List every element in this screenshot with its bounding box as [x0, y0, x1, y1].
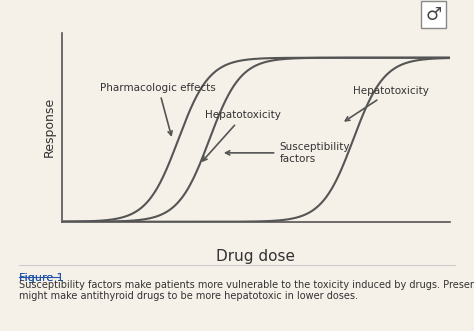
Text: Pharmacologic effects: Pharmacologic effects — [100, 82, 216, 135]
Text: ♂: ♂ — [426, 6, 442, 24]
Text: Hepatotoxicity: Hepatotoxicity — [203, 111, 281, 161]
Text: Susceptibility factors make patients more vulnerable to the toxicity induced by : Susceptibility factors make patients mor… — [19, 280, 474, 301]
Text: Figure 1: Figure 1 — [19, 273, 64, 283]
Text: Drug dose: Drug dose — [217, 249, 295, 264]
Text: Susceptibility
factors: Susceptibility factors — [226, 142, 350, 164]
Text: Figure 1: Figure 1 — [19, 273, 64, 283]
Y-axis label: Response: Response — [43, 97, 56, 158]
Text: Hepatotoxicity: Hepatotoxicity — [346, 86, 429, 121]
